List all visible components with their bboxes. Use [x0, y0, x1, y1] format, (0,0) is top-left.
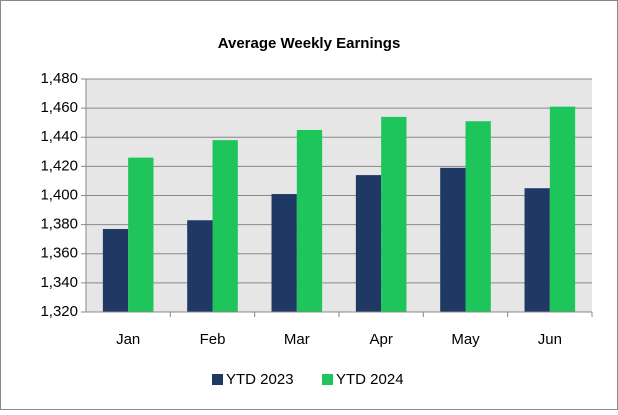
bar — [355, 175, 382, 312]
y-tick-label: 1,340 — [40, 274, 78, 291]
bar — [296, 129, 323, 312]
bar — [102, 228, 129, 312]
legend-swatch — [212, 374, 223, 385]
y-tick-label: 1,400 — [40, 186, 78, 203]
y-tick-label: 1,380 — [40, 216, 78, 233]
x-tick-label: Feb — [200, 331, 226, 348]
bar — [549, 106, 576, 312]
y-tick-label: 1,440 — [40, 128, 78, 145]
y-tick-label: 1,360 — [40, 245, 78, 262]
chart-title: Average Weekly Earnings — [218, 35, 401, 52]
y-tick-label: 1,480 — [40, 70, 78, 87]
bar — [440, 167, 466, 312]
bar — [212, 140, 238, 312]
y-tick-label: 1,460 — [40, 99, 78, 116]
bar — [271, 194, 297, 312]
bar — [128, 157, 154, 312]
bar — [187, 220, 213, 312]
y-tick-label: 1,420 — [40, 157, 78, 174]
x-tick-label: Apr — [369, 331, 392, 348]
legend-swatch — [322, 374, 333, 385]
y-tick-label: 1,320 — [40, 303, 78, 320]
legend-label: YTD 2024 — [336, 371, 404, 388]
legend-label: YTD 2023 — [226, 371, 294, 388]
x-tick-label: Mar — [284, 331, 310, 348]
bar — [381, 116, 407, 312]
bar — [524, 188, 550, 312]
bar — [465, 121, 491, 312]
x-tick-label: Jun — [538, 331, 562, 348]
x-tick-label: Jan — [116, 331, 140, 348]
x-tick-label: May — [451, 331, 480, 348]
